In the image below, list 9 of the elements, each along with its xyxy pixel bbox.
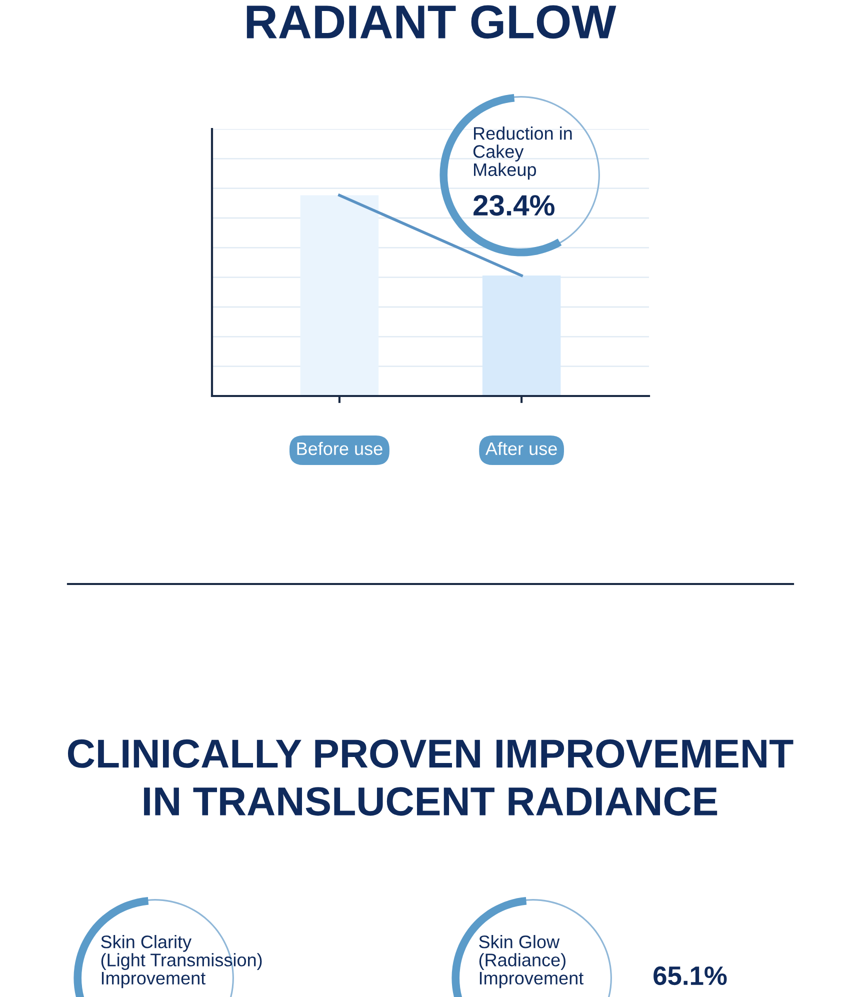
annotation: 23.4% bbox=[474, 195, 554, 216]
text: Reduction in Cakey Makeup bbox=[473, 126, 572, 180]
text: Skin Glow (Radiance) Improvement bbox=[479, 935, 584, 988]
chart-title: RADIANT GLOW bbox=[246, 5, 616, 39]
x-tick-label: Before use bbox=[297, 442, 382, 456]
text: Skin Clarity (Light Transmission) Improvement bbox=[101, 935, 262, 988]
text: 65.1% bbox=[654, 966, 727, 986]
text: CLINICALLY PROVEN IMPROVEMENT IN TRANSLUCENT RADIANCE bbox=[68, 739, 794, 816]
x-tick-label: After use bbox=[485, 442, 557, 456]
